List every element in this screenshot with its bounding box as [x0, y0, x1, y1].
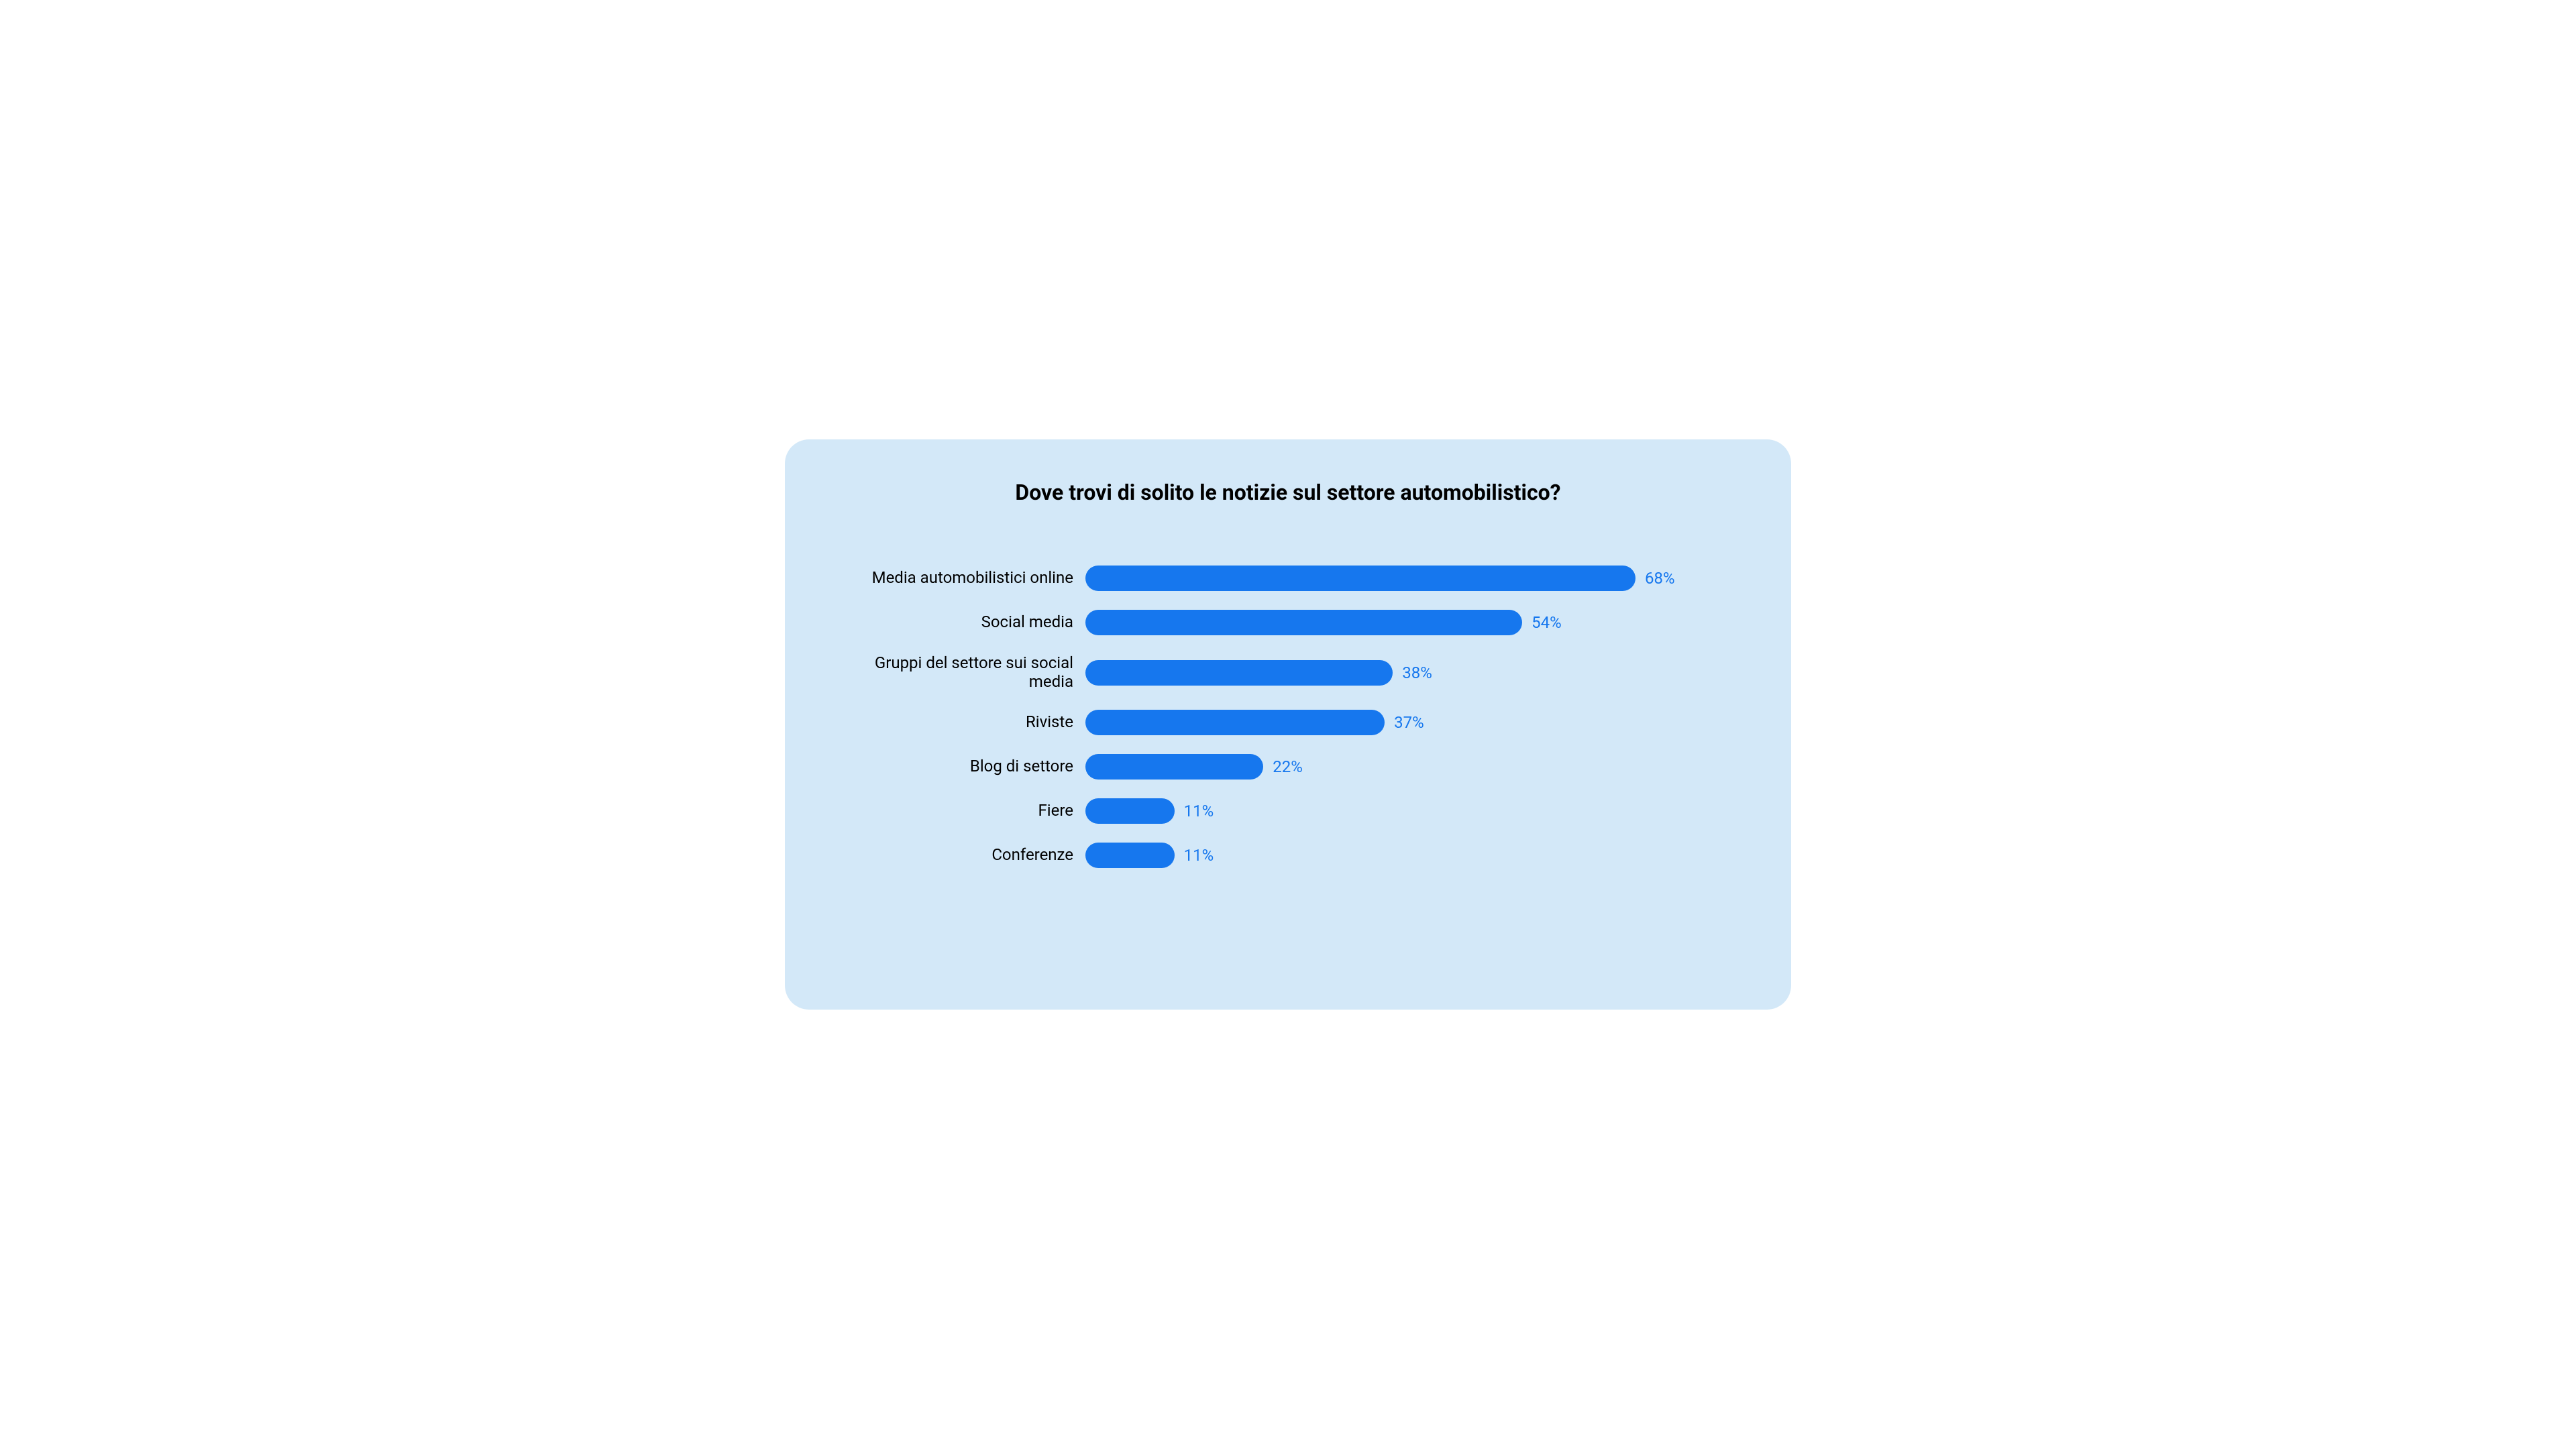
bar-chart: Media automobilistici online 68% Social me… — [832, 566, 1744, 868]
bar-row: Media automobilistici online 68% — [859, 566, 1717, 591]
bar-row: Gruppi del settore sui social media 38% — [859, 654, 1717, 691]
chart-card: Dove trovi di solito le notizie sul sett… — [785, 439, 1791, 1010]
bar-value: 38% — [1402, 663, 1432, 682]
bar-area: 68% — [1085, 566, 1717, 591]
bar — [1085, 754, 1263, 780]
bar-label: Gruppi del settore sui social media — [859, 654, 1073, 691]
bar-label: Riviste — [859, 713, 1073, 732]
bar-row: Social media 54% — [859, 610, 1717, 635]
bar — [1085, 660, 1393, 686]
bar — [1085, 843, 1175, 868]
bar-area: 37% — [1085, 710, 1717, 735]
bar-row: Fiere 11% — [859, 798, 1717, 824]
chart-title: Dove trovi di solito le notizie sul sett… — [832, 480, 1744, 505]
bar — [1085, 566, 1635, 591]
bar-area: 22% — [1085, 754, 1717, 780]
bar-row: Blog di settore 22% — [859, 754, 1717, 780]
bar-label: Fiere — [859, 802, 1073, 820]
bar-value: 11% — [1184, 802, 1214, 820]
bar-label: Media automobilistici online — [859, 569, 1073, 588]
bar-area: 54% — [1085, 610, 1717, 635]
bar-label: Blog di settore — [859, 757, 1073, 776]
bar — [1085, 798, 1175, 824]
bar — [1085, 710, 1385, 735]
bar-value: 37% — [1394, 713, 1424, 732]
bar — [1085, 610, 1522, 635]
bar-row: Riviste 37% — [859, 710, 1717, 735]
bar-value: 11% — [1184, 846, 1214, 865]
bar-label: Conferenze — [859, 846, 1073, 865]
bar-row: Conferenze 11% — [859, 843, 1717, 868]
bar-value: 54% — [1532, 613, 1562, 632]
bar-area: 11% — [1085, 843, 1717, 868]
bar-value: 22% — [1273, 757, 1303, 776]
bar-value: 68% — [1645, 569, 1675, 588]
bar-label: Social media — [859, 613, 1073, 632]
bar-area: 11% — [1085, 798, 1717, 824]
bar-area: 38% — [1085, 660, 1717, 686]
